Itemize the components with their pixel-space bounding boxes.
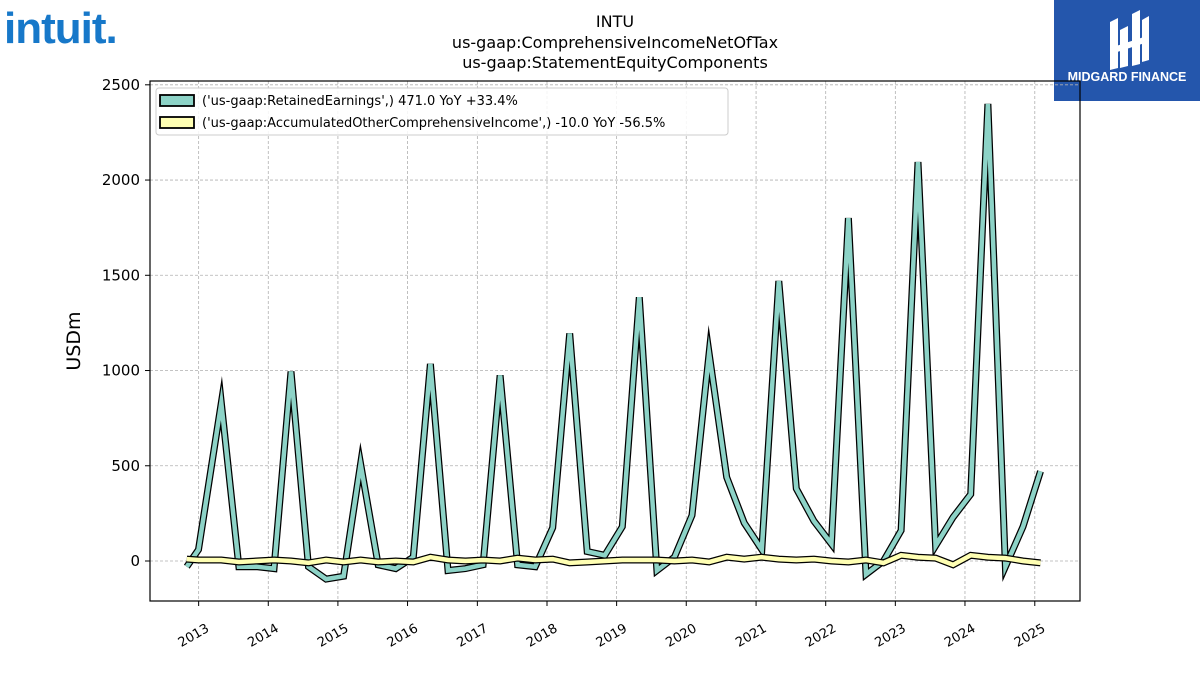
x-tick-label: 2015 [315,621,351,651]
legend-swatch-1 [159,116,195,129]
x-tick-label: 2017 [455,621,491,651]
legend-entry-0: ('us-gaap:RetainedEarnings',) 471.0 YoY … [202,94,518,109]
chart-subtitle-1: us-gaap:ComprehensiveIncomeNetOfTax [452,33,778,52]
legend-frame [155,87,729,136]
intuit-logo: intuit. [4,4,118,52]
legend: ('us-gaap:RetainedEarnings',) 471.0 YoY … [155,87,729,136]
midgard-emblem-icon: MIDGARD FINANCE [1068,10,1187,84]
x-tick-label: 2024 [942,621,978,651]
series-line-1 [186,552,1041,568]
chart-title: INTU [596,12,634,31]
x-tick-label: 2021 [733,621,769,651]
x-tick-label: 2020 [663,621,699,651]
y-tick-label: 0 [130,552,140,570]
chart-subtitle-2: us-gaap:StatementEquityComponents [462,53,768,72]
series-line-outline-0 [183,103,1044,583]
y-tick-label: 1000 [102,362,140,380]
x-tick-label: 2023 [873,621,909,651]
y-tick-label: 500 [111,457,140,475]
midgard-finance-logo: MIDGARD FINANCE [1054,0,1200,101]
y-tick-label: 1500 [102,266,140,284]
y-tick-label: 2000 [102,171,140,189]
x-tick-label: 2018 [524,621,560,651]
x-tick-label: 2022 [803,621,839,651]
series-line-0 [184,103,1043,582]
x-tick-label: 2025 [1012,621,1048,651]
x-tick-label: 2013 [176,621,212,651]
y-axis-label: USDm [63,311,85,370]
legend-entry-1: ('us-gaap:AccumulatedOtherComprehensiveI… [202,116,665,131]
midgard-logo-text: MIDGARD FINANCE [1068,70,1187,84]
intuit-logo-text: intuit. [4,4,117,52]
x-tick-label: 2016 [385,621,421,651]
legend-swatch-0 [159,94,195,107]
x-tick-label: 2014 [245,621,281,651]
y-tick-label: 2500 [102,76,140,94]
plot-area-frame [149,80,1081,602]
x-tick-label: 2019 [594,621,630,651]
